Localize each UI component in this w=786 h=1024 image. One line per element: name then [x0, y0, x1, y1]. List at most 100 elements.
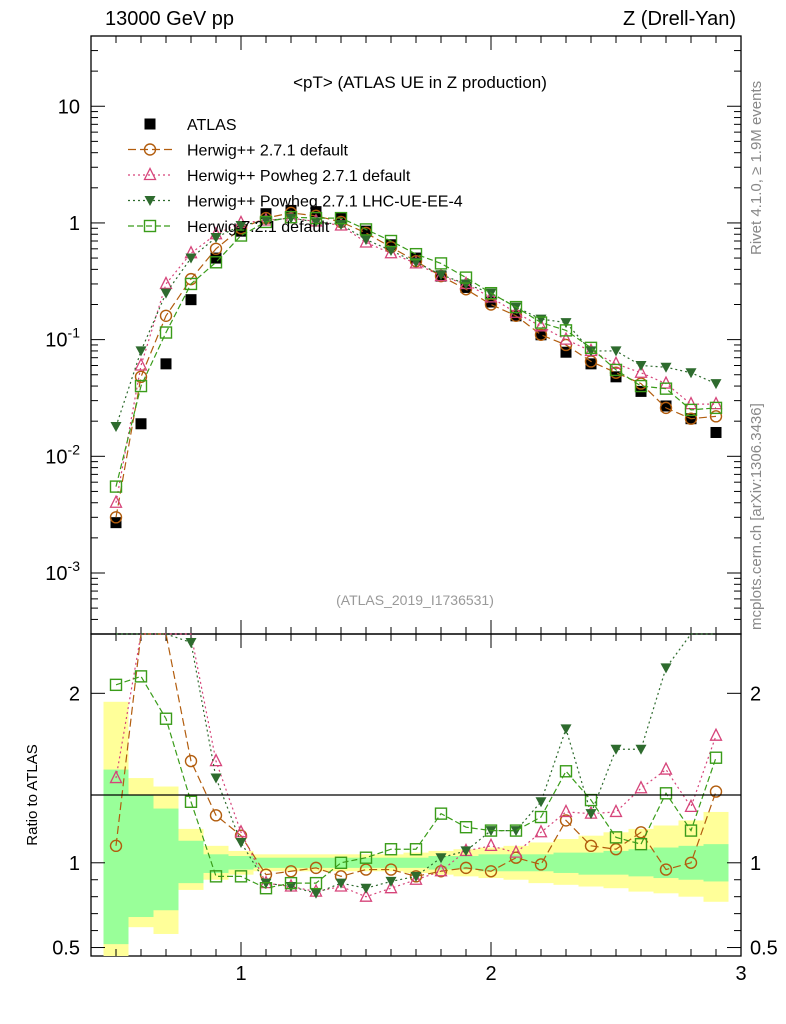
x-tick-label: 2 — [485, 963, 496, 985]
data-point — [285, 213, 297, 224]
legend-marker — [144, 196, 156, 206]
green-band-bin — [178, 840, 204, 884]
ratio-point — [534, 858, 548, 871]
data-point — [709, 396, 723, 410]
data-point — [484, 289, 498, 303]
data-point — [534, 316, 548, 329]
data-point — [659, 401, 673, 415]
data-point — [109, 480, 123, 493]
ratio-point — [634, 837, 648, 851]
header-left-label: 13000 GeV pp — [105, 8, 234, 30]
data-point — [609, 363, 623, 377]
ratio-point — [484, 824, 498, 837]
ratio-series-2 — [116, 633, 716, 899]
green-band-bin — [203, 854, 229, 873]
ratio-point — [384, 880, 398, 894]
data-point — [484, 286, 498, 300]
green-band-bin — [603, 850, 629, 875]
data-point — [135, 418, 147, 430]
ratio-point — [709, 727, 723, 741]
ratio-point — [335, 878, 347, 889]
data-point — [260, 215, 272, 226]
data-point — [309, 211, 323, 225]
ratio-point — [360, 883, 372, 894]
ratio-point — [309, 861, 323, 875]
ratio-uncertainty-bands — [103, 701, 729, 956]
green-band-bin — [403, 857, 429, 868]
data-point — [235, 221, 247, 232]
ratio-point — [609, 831, 623, 844]
ratio-point — [434, 863, 448, 877]
ratio-point — [460, 846, 472, 857]
series-0 — [110, 204, 722, 529]
legend-label: Herwig++ 2.7.1 default — [187, 143, 349, 160]
ratio-point — [134, 670, 148, 683]
x-tick-label: 1 — [235, 963, 246, 985]
legend-marker — [143, 143, 157, 156]
ratio-point — [610, 744, 622, 755]
green-band-bin — [628, 849, 654, 877]
data-point — [310, 217, 322, 228]
data-point — [684, 403, 698, 417]
ratio-point — [709, 751, 723, 764]
green-band-bin — [228, 856, 254, 870]
green-band-bin — [653, 847, 679, 879]
ratio-point — [534, 810, 548, 824]
y-tick-label: 10-1 — [45, 325, 80, 352]
ratio-point — [410, 871, 422, 882]
data-point — [710, 426, 722, 438]
y-tick-label: 1 — [69, 213, 80, 235]
data-point — [710, 379, 722, 390]
data-point — [610, 346, 622, 357]
data-point — [210, 233, 222, 244]
data-point — [709, 410, 723, 423]
green-band-bin — [578, 852, 604, 875]
ratio-point — [585, 809, 597, 820]
ratio-point — [659, 787, 673, 800]
ratio-y-tick-label-left: 2 — [69, 683, 80, 705]
y-tick-label: 10 — [58, 96, 80, 118]
ratio-point — [459, 821, 473, 834]
data-point — [535, 329, 547, 341]
series-2 — [109, 210, 723, 508]
ratio-point — [559, 765, 573, 778]
data-point — [610, 371, 622, 383]
data-point — [335, 219, 347, 230]
chart-title: <pT> (ATLAS UE in Z production) — [293, 73, 547, 92]
data-point — [560, 318, 572, 329]
data-point — [609, 355, 623, 369]
green-band-bin — [278, 857, 304, 868]
ratio-point — [559, 803, 573, 818]
ratio-point — [235, 837, 247, 848]
ratio-ylabel: Ratio to ATLAS — [24, 744, 41, 845]
data-point — [409, 247, 423, 261]
ratio-y-tick-label-right: 1 — [750, 853, 761, 875]
ratio-point — [634, 780, 648, 794]
y-tick-label: 10-2 — [45, 441, 80, 468]
ratio-point — [659, 761, 673, 775]
ratio-point — [660, 663, 672, 674]
ratio-point — [359, 851, 373, 864]
ratio-point — [635, 744, 647, 755]
ratio-point — [534, 824, 548, 838]
data-point — [385, 246, 397, 257]
ratio-point — [509, 844, 523, 858]
ratio-point — [484, 865, 498, 878]
green-band-bin — [328, 857, 354, 868]
data-point — [509, 304, 523, 318]
green-band-bin — [528, 854, 554, 872]
legend-entry: ATLAS — [144, 117, 237, 134]
data-point — [259, 215, 273, 229]
data-point — [384, 234, 398, 248]
ratio-line — [115, 675, 717, 889]
ratio-point — [559, 814, 573, 827]
legend-entry: Herwig 7.2.1 default — [128, 219, 330, 236]
ratio-series-3 — [109, 670, 723, 895]
ratio-point — [310, 888, 322, 899]
ratio-point — [284, 876, 298, 890]
data-point — [585, 346, 597, 357]
data-point — [534, 328, 548, 341]
ratio-point — [109, 770, 123, 784]
data-point — [635, 361, 647, 372]
